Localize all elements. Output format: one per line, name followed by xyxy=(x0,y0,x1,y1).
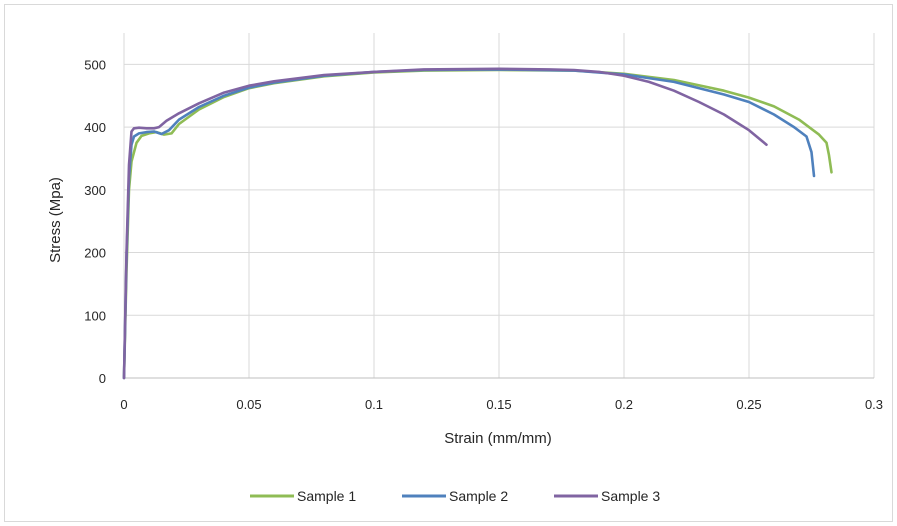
legend-label: Sample 1 xyxy=(297,488,356,504)
legend-label: Sample 3 xyxy=(601,488,660,504)
legend: Sample 1 Sample 2 Sample 3 xyxy=(250,488,660,504)
series-lines xyxy=(122,67,833,380)
series-line-sample-3 xyxy=(122,67,768,380)
chart-frame xyxy=(4,4,893,522)
y-tick-label: 0 xyxy=(99,371,106,386)
x-axis-title: Strain (mm/mm) xyxy=(444,430,552,447)
x-tick-label: 0.15 xyxy=(486,397,511,412)
y-tick-label: 100 xyxy=(84,308,106,323)
y-tick-label: 400 xyxy=(84,120,106,135)
x-tick-label: 0.05 xyxy=(236,397,261,412)
x-tick-label: 0.25 xyxy=(736,397,761,412)
x-tick-label: 0.3 xyxy=(865,397,883,412)
legend-label: Sample 2 xyxy=(449,488,508,504)
x-tick-label: 0.1 xyxy=(365,397,383,412)
grid xyxy=(123,33,875,379)
y-axis-ticks: 0 100 200 300 400 500 xyxy=(84,57,106,386)
y-tick-label: 500 xyxy=(84,57,106,72)
x-tick-label: 0.2 xyxy=(615,397,633,412)
y-tick-label: 200 xyxy=(84,246,106,261)
x-tick-label: 0 xyxy=(120,397,127,412)
y-axis-title: Stress (Mpa) xyxy=(47,177,64,263)
y-tick-label: 300 xyxy=(84,183,106,198)
series-line-sample-2 xyxy=(122,68,816,380)
x-axis-ticks: 0 0.05 0.1 0.15 0.2 0.25 0.3 xyxy=(120,397,883,412)
